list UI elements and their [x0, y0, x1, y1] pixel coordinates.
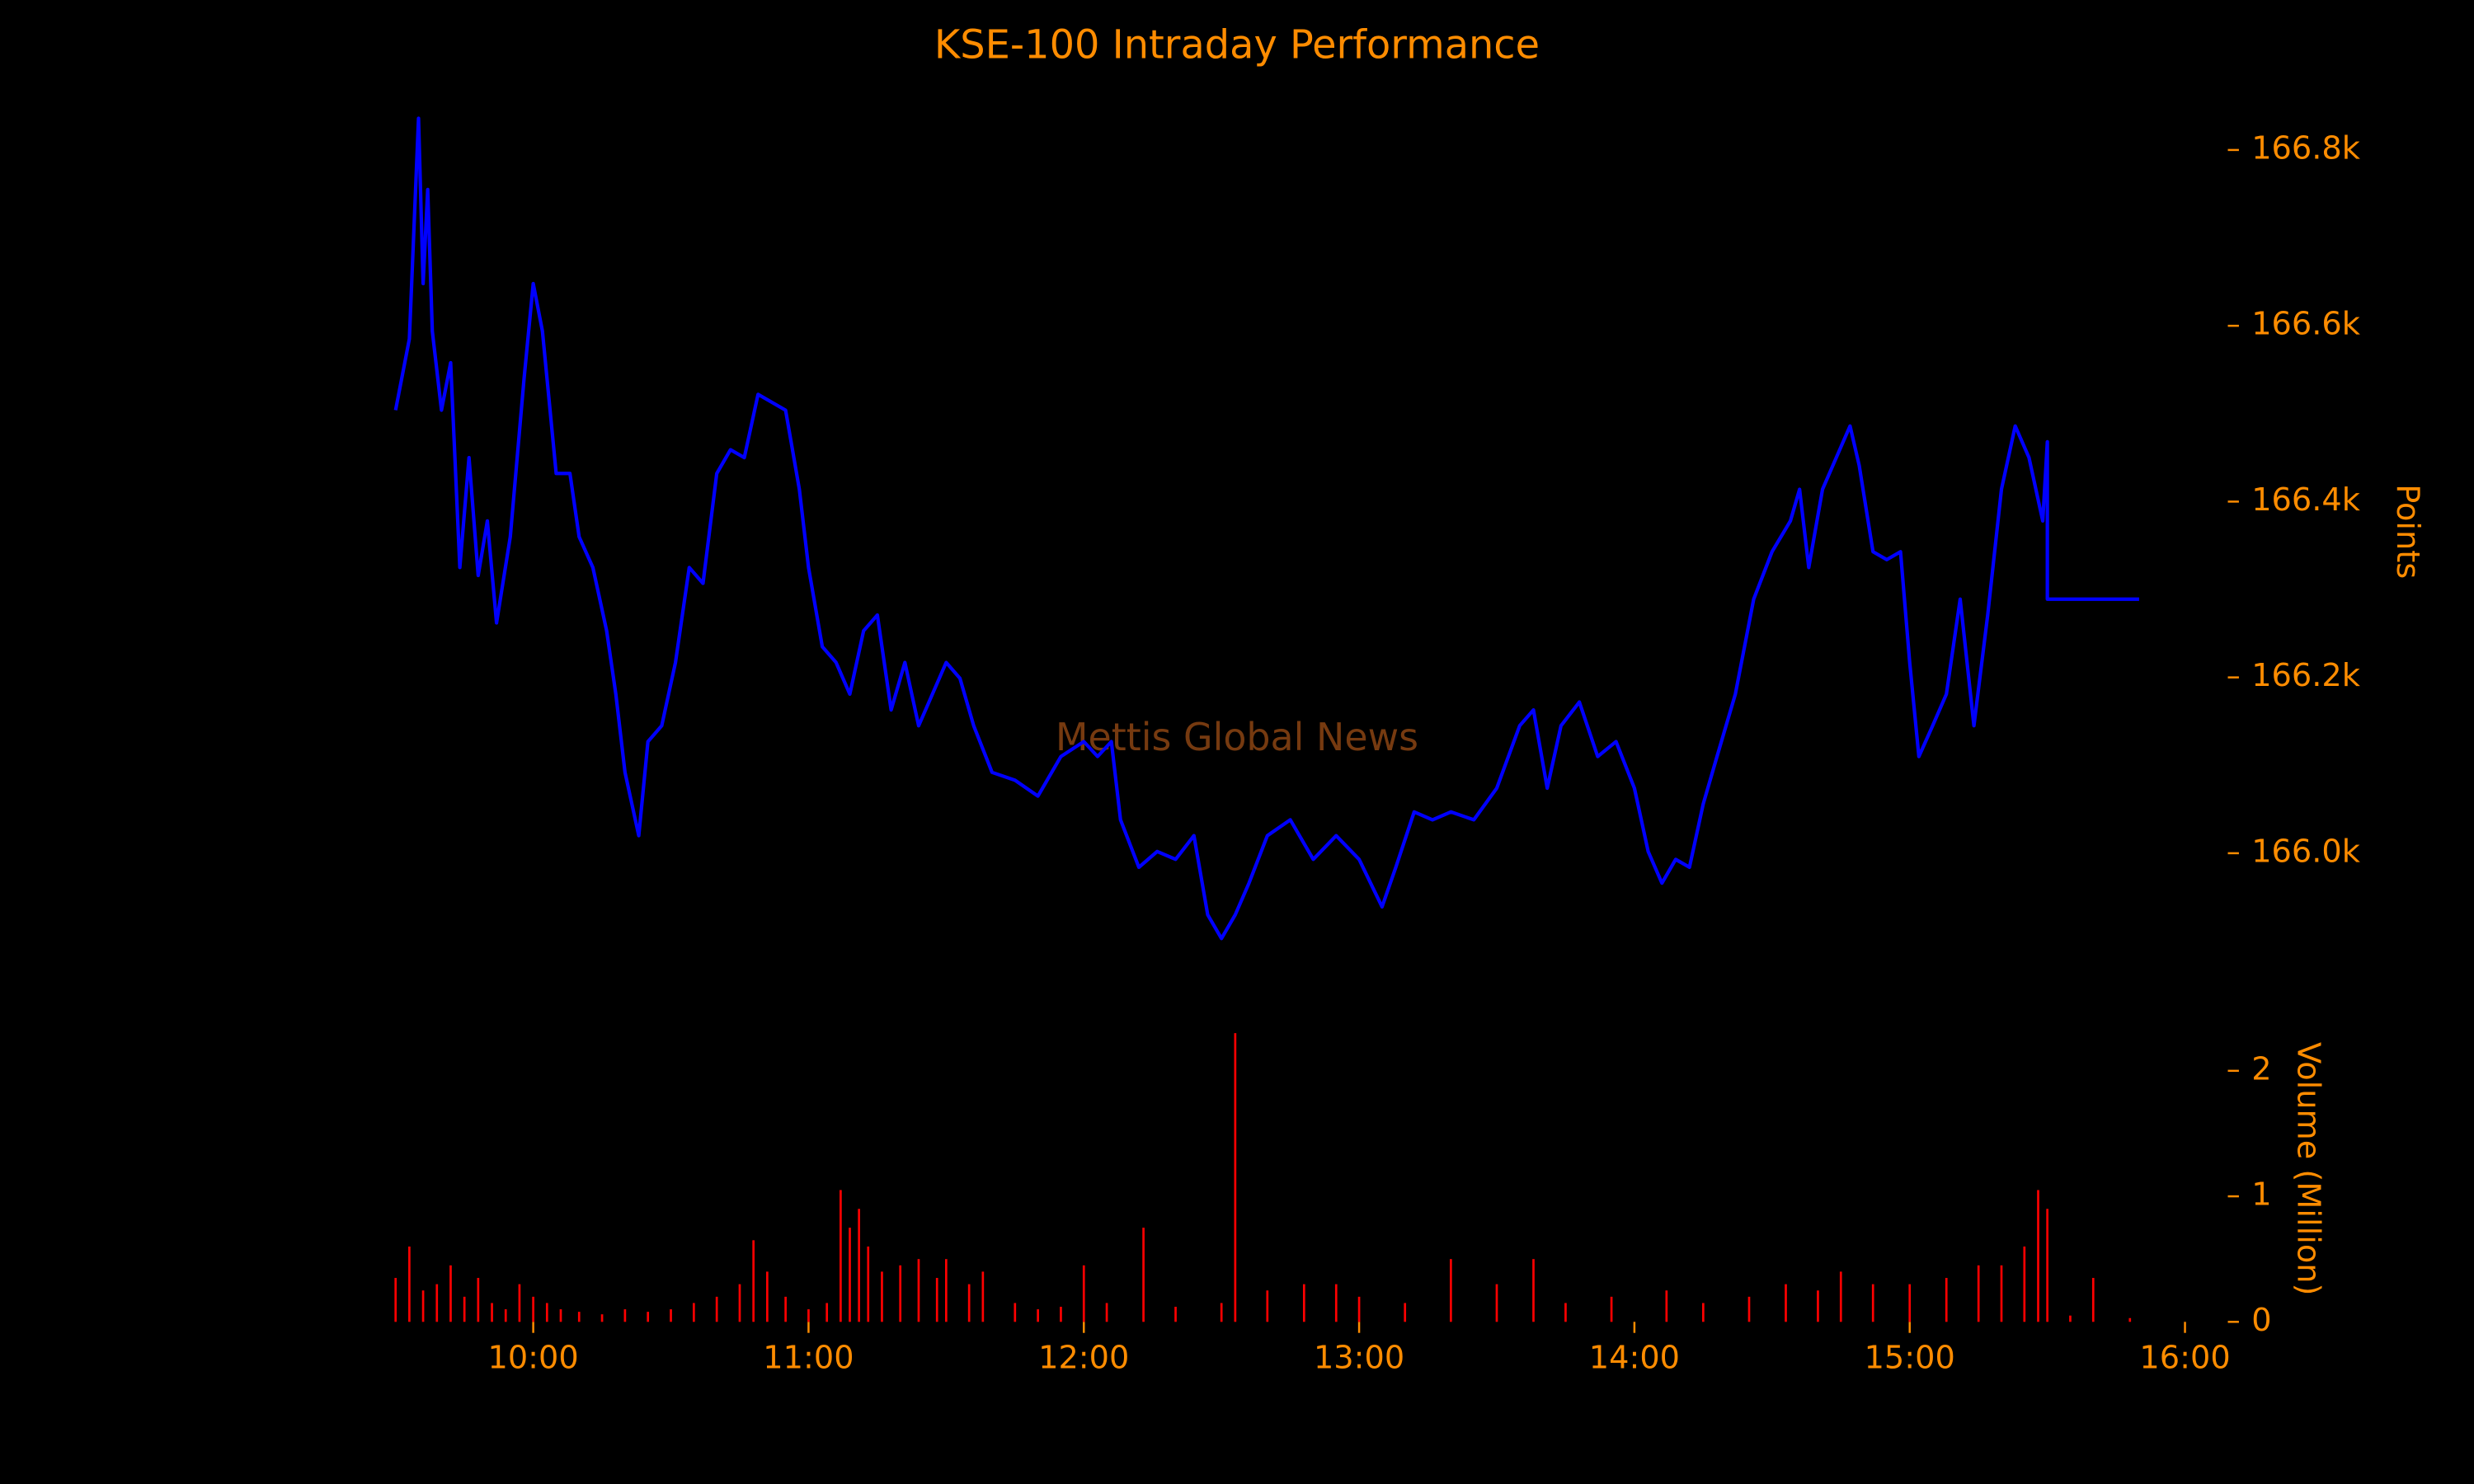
chart-title: KSE-100 Intraday Performance — [934, 22, 1540, 68]
y-tick-label: 166.4k — [2251, 481, 2361, 519]
volume-bar — [766, 1271, 769, 1322]
x-tick-label: 14:00 — [1589, 1340, 1680, 1377]
volume-bar — [2023, 1246, 2026, 1322]
volume-bar — [2091, 1278, 2095, 1322]
volume-bar — [2046, 1209, 2048, 1322]
x-tick-label: 16:00 — [2139, 1340, 2230, 1377]
y-tick-label: 1 — [2251, 1176, 2271, 1214]
volume-bar — [408, 1246, 411, 1322]
volume-bar — [1945, 1278, 1948, 1322]
volume-bar — [1220, 1303, 1223, 1322]
volume-bar — [899, 1265, 902, 1322]
volume-bar — [518, 1284, 521, 1322]
volume-bar — [647, 1312, 650, 1322]
volume-bar — [967, 1284, 971, 1322]
volume-bar — [1450, 1259, 1452, 1322]
volume-bar — [1266, 1290, 1269, 1322]
volume-bar — [600, 1314, 604, 1322]
volume-bar — [504, 1309, 507, 1322]
volume-bar — [1302, 1284, 1305, 1322]
volume-bar — [858, 1209, 860, 1322]
volume-bar — [840, 1190, 842, 1322]
volume-bar — [917, 1259, 920, 1322]
x-tick-label: 11:00 — [763, 1340, 854, 1377]
x-tick-label: 15:00 — [1865, 1340, 1955, 1377]
volume-bar — [867, 1246, 870, 1322]
volume-bar — [1702, 1303, 1705, 1322]
y-tick-label: 166.6k — [2251, 306, 2361, 343]
volume-bar — [1977, 1265, 1980, 1322]
volume-bar — [752, 1240, 755, 1322]
volume-bar — [2069, 1315, 2072, 1322]
volume-bar — [435, 1284, 439, 1322]
volume-bar — [2000, 1265, 2003, 1322]
volume-bar — [394, 1278, 397, 1322]
volume-bar — [491, 1303, 493, 1322]
volume-bar — [715, 1296, 718, 1322]
volume-bar — [1564, 1303, 1567, 1322]
volume-bar — [945, 1259, 948, 1322]
volume-bar — [2037, 1190, 2039, 1322]
volume-bar — [784, 1296, 787, 1322]
volume-bar — [1142, 1228, 1145, 1322]
watermark: Mettis Global News — [1056, 715, 1418, 759]
x-tick-label: 13:00 — [1314, 1340, 1404, 1377]
volume-bar — [1839, 1271, 1842, 1322]
volume-bar — [693, 1303, 695, 1322]
y-tick-label: 166.0k — [2251, 833, 2361, 870]
volume-bar — [670, 1309, 672, 1322]
volume-bar — [881, 1271, 883, 1322]
y-tick-label: 166.2k — [2251, 657, 2361, 694]
volume-bar — [738, 1284, 741, 1322]
volume-bar — [1234, 1033, 1237, 1322]
volume-bar — [545, 1303, 548, 1322]
volume-bar — [1060, 1307, 1062, 1322]
volume-bar — [532, 1296, 534, 1322]
volume-bar — [577, 1312, 581, 1322]
volume-bar — [825, 1303, 829, 1322]
volume-bar — [559, 1309, 562, 1322]
volume-bar — [1014, 1303, 1017, 1322]
y-axis-label: Volume (Million) — [2290, 1042, 2327, 1295]
volume-bar — [935, 1278, 938, 1322]
y-axis-label: Points — [2389, 484, 2426, 579]
x-tick-label: 10:00 — [487, 1340, 578, 1377]
volume-bar — [981, 1271, 985, 1322]
x-tick-label: 12:00 — [1038, 1340, 1129, 1377]
volume-bar — [477, 1278, 480, 1322]
volume-bar — [1404, 1303, 1407, 1322]
volume-bar — [2128, 1317, 2132, 1322]
volume-bar — [807, 1309, 810, 1322]
volume-bar — [1037, 1309, 1039, 1322]
volume-bar — [849, 1228, 851, 1322]
volume-bar — [421, 1290, 425, 1322]
volume-bar — [1610, 1296, 1613, 1322]
volume-bar — [1174, 1307, 1177, 1322]
volume-bar — [1357, 1296, 1361, 1322]
volume-bar — [1665, 1290, 1668, 1322]
y-tick-label: 0 — [2251, 1302, 2271, 1339]
volume-bar — [1747, 1296, 1751, 1322]
y-tick-label: 2 — [2251, 1050, 2271, 1087]
volume-bar — [449, 1265, 452, 1322]
volume-bar — [1105, 1303, 1108, 1322]
y-tick-label: 166.8k — [2251, 129, 2361, 167]
volume-bar — [463, 1296, 466, 1322]
volume-bar — [1532, 1259, 1535, 1322]
volume-bar — [1334, 1284, 1338, 1322]
volume-bar — [1785, 1284, 1787, 1322]
volume-bar — [1908, 1284, 1912, 1322]
volume-bar — [1495, 1284, 1498, 1322]
volume-bar — [1082, 1265, 1085, 1322]
volume-bar — [623, 1309, 627, 1322]
volume-bar — [1817, 1290, 1819, 1322]
price-line — [393, 116, 2139, 941]
volume-bar — [1871, 1284, 1874, 1322]
